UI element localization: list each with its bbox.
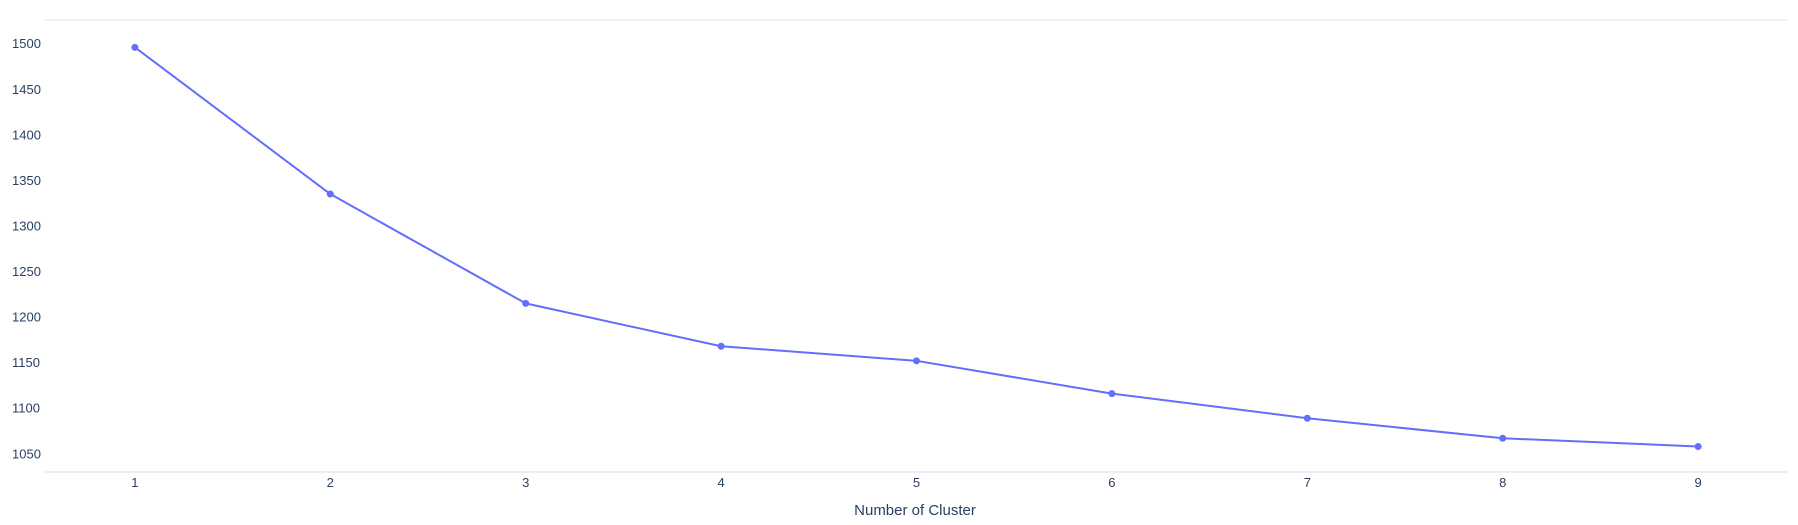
y-tick-label: 1300 — [12, 218, 41, 233]
x-tick-label: 9 — [1694, 475, 1701, 490]
series-layer — [131, 43, 1702, 450]
series-line — [134, 46, 1699, 448]
x-tick-label: 4 — [717, 475, 724, 490]
data-point[interactable] — [1499, 434, 1507, 442]
data-point[interactable] — [717, 342, 725, 350]
x-tick-label: 6 — [1108, 475, 1115, 490]
y-tick-label: 1350 — [12, 173, 41, 188]
y-tick-label: 1400 — [12, 127, 41, 142]
y-tick-label: 1200 — [12, 310, 41, 325]
x-tick-label: 8 — [1499, 475, 1506, 490]
data-point[interactable] — [522, 299, 530, 307]
data-point[interactable] — [913, 357, 920, 365]
x-tick-label: 5 — [913, 475, 920, 490]
data-point[interactable] — [1694, 442, 1702, 450]
tick-labels: 1050 1100 1150 1200 1250 1300 1350 1400 1450 1500… — [12, 36, 1702, 490]
data-point[interactable] — [131, 43, 139, 51]
data-point[interactable] — [1108, 390, 1116, 398]
y-tick-label: 1250 — [12, 264, 41, 279]
y-tick-label: 1500 — [12, 36, 41, 51]
data-point[interactable] — [1303, 414, 1311, 422]
x-axis-title: Number of Cluster — [854, 502, 976, 519]
y-tick-label: 1150 — [12, 355, 40, 370]
y-tick-label: 1050 — [12, 446, 41, 461]
x-tick-label: 2 — [327, 475, 334, 490]
y-tick-label: 1100 — [12, 401, 40, 416]
x-tick-label: 1 — [131, 475, 138, 490]
x-tick-label: 3 — [522, 475, 529, 490]
data-point[interactable] — [326, 190, 334, 198]
x-tick-label: 7 — [1304, 475, 1311, 490]
y-tick-label: 1450 — [12, 82, 41, 97]
